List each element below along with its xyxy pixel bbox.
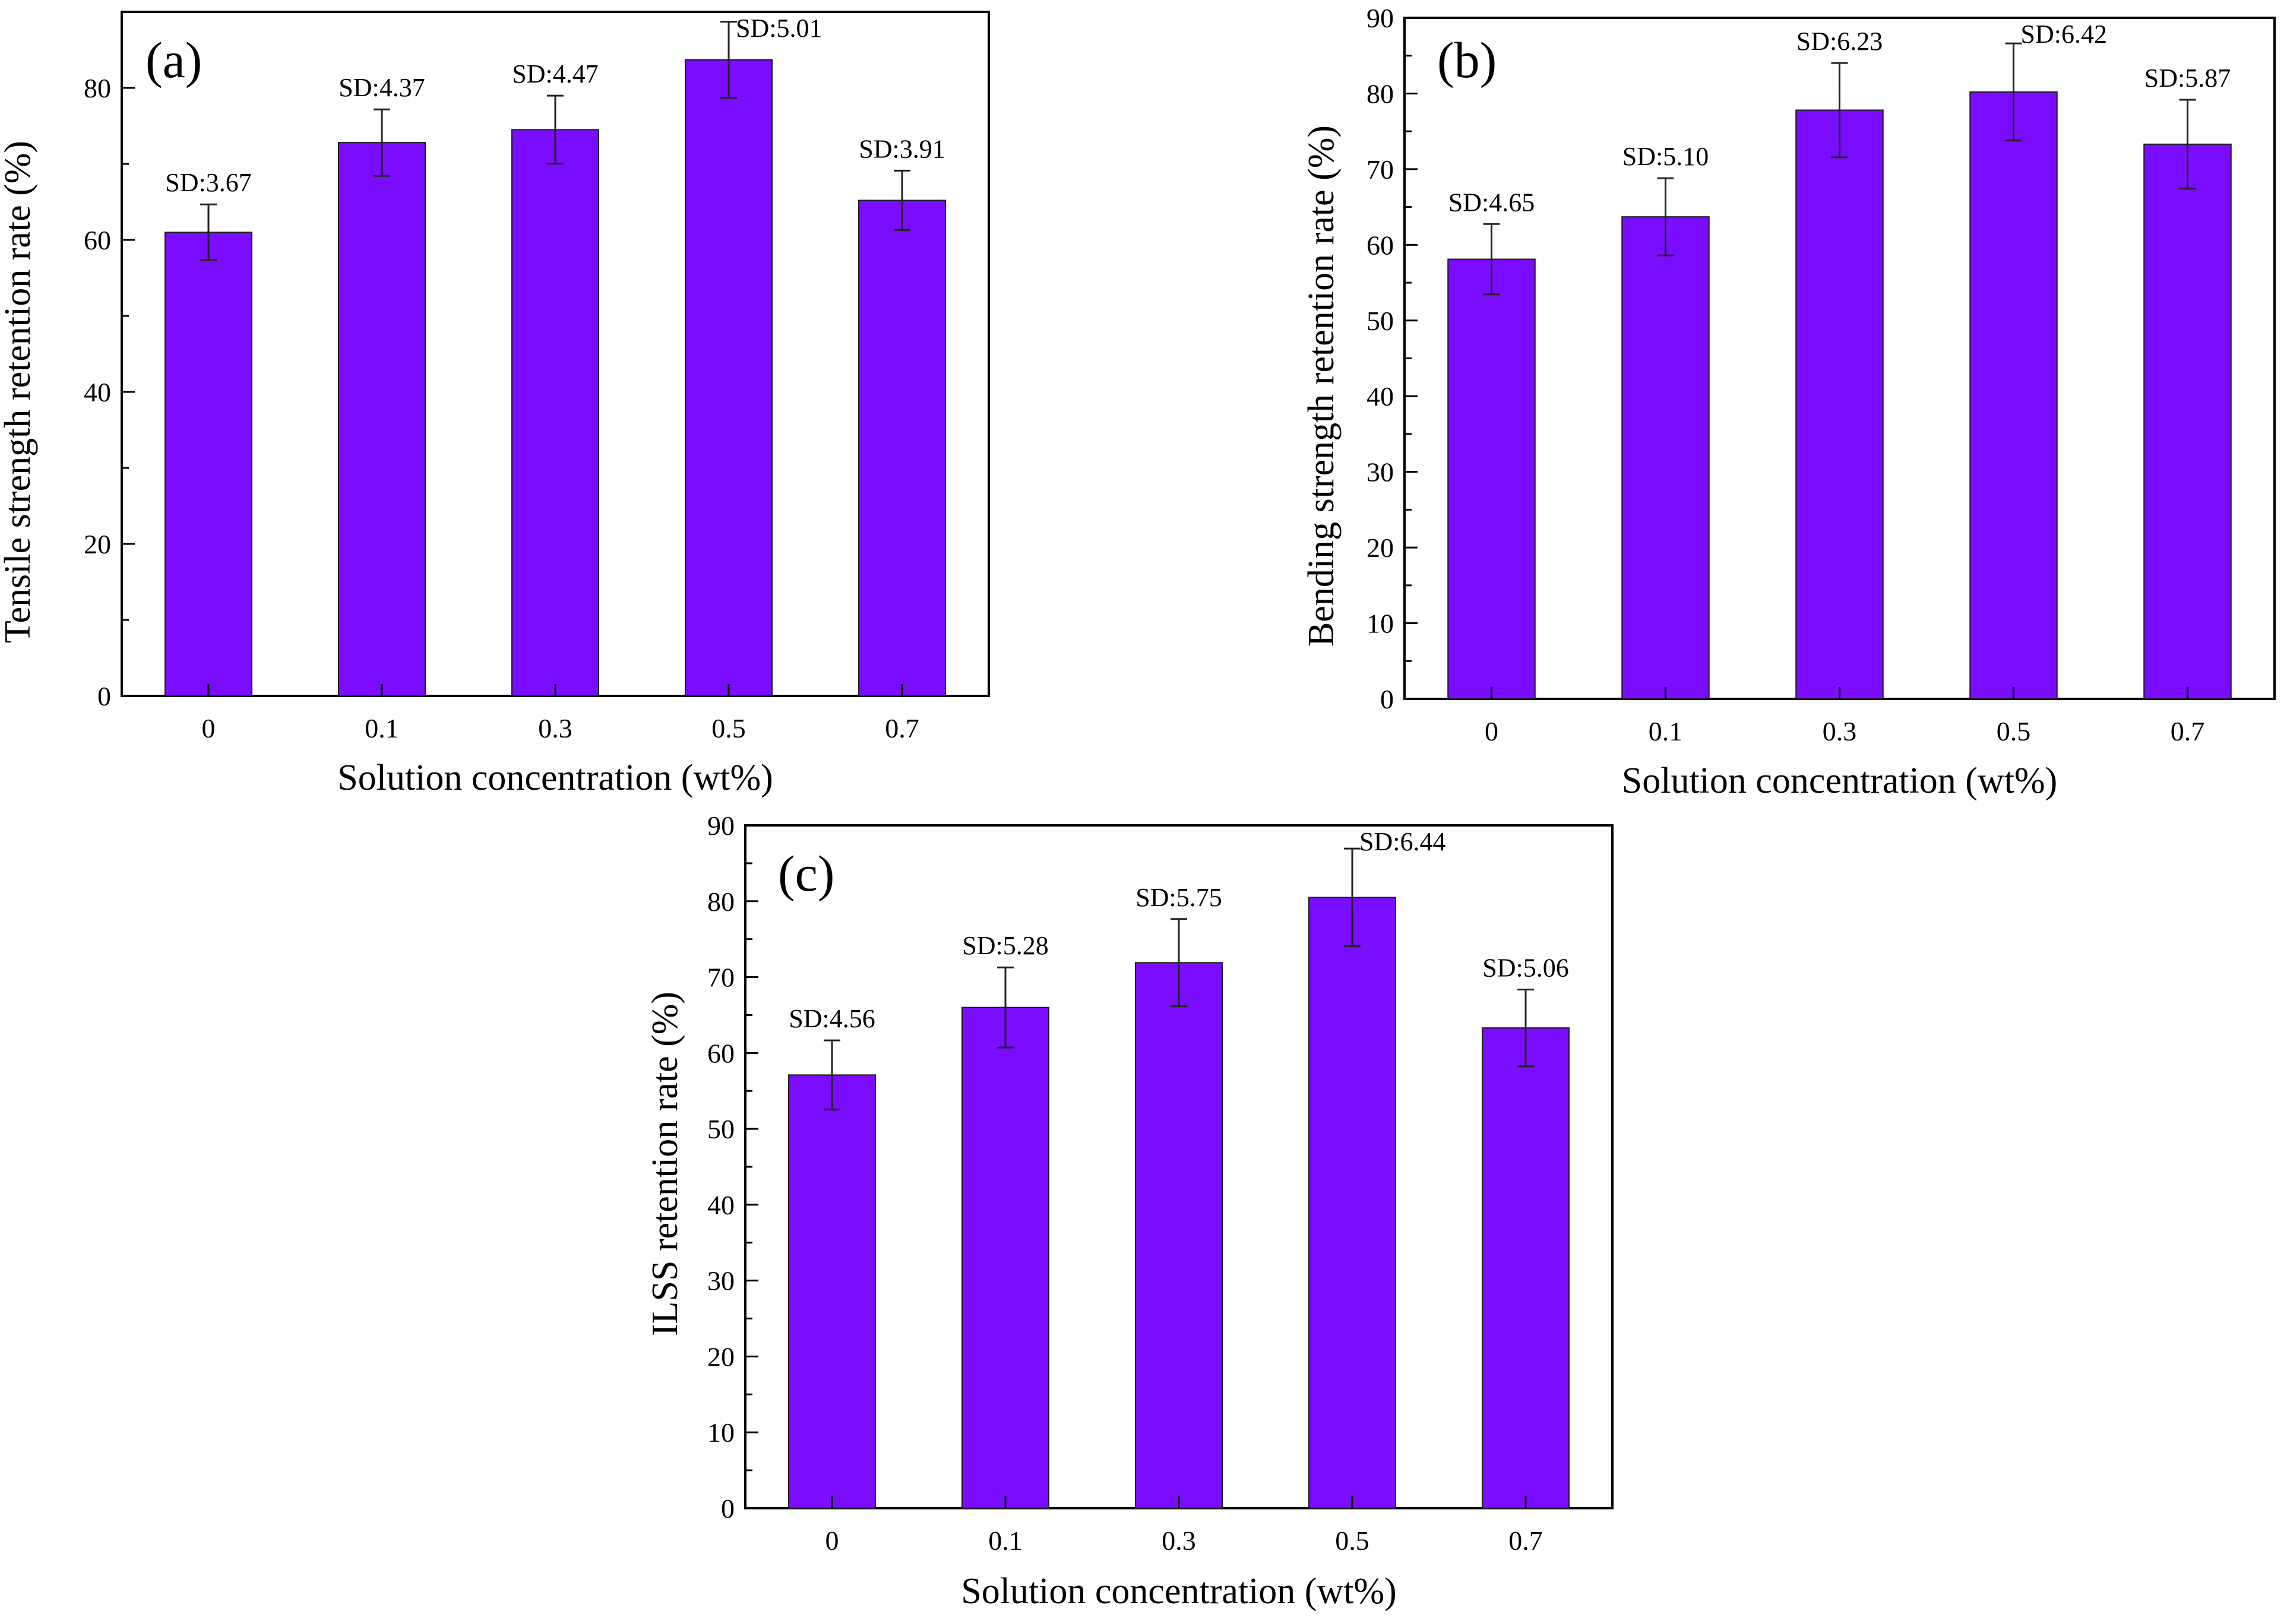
bar bbox=[1482, 1027, 1570, 1509]
x-tick-label: 0.3 bbox=[538, 713, 572, 743]
y-tick-label: 40 bbox=[84, 377, 111, 407]
panel-a-chart: 0 20 40 60 80 SD:3.67 0 SD:4.37 0.1 SD:4.47 0.3 SD:… bbox=[0, 11, 990, 798]
panel-label: (b) bbox=[1437, 31, 1497, 88]
x-tick-label: 0.1 bbox=[365, 713, 399, 743]
x-tick-label: 0 bbox=[825, 1525, 839, 1556]
x-tick-label: 0.5 bbox=[1997, 716, 2031, 746]
y-tick-label: 30 bbox=[1366, 457, 1394, 487]
panel-b-chart: 0 10 20 30 40 50 60 70 80 90 SD:4.65 0 SD:5.10 0.1 SD:… bbox=[1301, 3, 2276, 801]
y-tick-label: 0 bbox=[97, 681, 111, 711]
y-axis-title: Bending strength retention rate (%) bbox=[1301, 125, 1342, 647]
y-tick-label: 10 bbox=[707, 1417, 735, 1448]
sd-label: SD:5.75 bbox=[1135, 883, 1222, 912]
bar bbox=[338, 142, 426, 697]
y-tick-label: 80 bbox=[1366, 78, 1394, 109]
bar bbox=[1447, 258, 1536, 699]
y-tick-label: 90 bbox=[1366, 3, 1394, 33]
bar bbox=[511, 129, 599, 697]
sd-label: SD:4.56 bbox=[789, 1004, 875, 1033]
y-tick-label: 0 bbox=[1380, 684, 1394, 714]
panel-label: (c) bbox=[778, 845, 834, 902]
sd-label: SD:3.91 bbox=[859, 134, 945, 163]
y-tick-label: 40 bbox=[707, 1190, 735, 1220]
y-tick-label: 20 bbox=[707, 1341, 735, 1372]
x-tick-label: 0.3 bbox=[1823, 716, 1857, 746]
x-tick-label: 0.5 bbox=[1335, 1525, 1369, 1556]
sd-label: SD:6.23 bbox=[1796, 27, 1883, 56]
y-tick-label: 60 bbox=[84, 225, 111, 255]
sd-label: SD:5.10 bbox=[1622, 142, 1709, 171]
bar bbox=[1795, 109, 1884, 699]
bar bbox=[165, 232, 252, 697]
y-tick-label: 20 bbox=[84, 529, 111, 559]
panel-label: (a) bbox=[145, 31, 202, 88]
x-tick-label: 0.5 bbox=[711, 713, 746, 743]
panel-c-chart: 0 10 20 30 40 50 60 70 80 90 SD:4.56 0 SD:5.28 0.1 SD:… bbox=[645, 811, 1614, 1612]
y-tick-label: 20 bbox=[1366, 533, 1394, 563]
x-tick-label: 0.7 bbox=[1508, 1525, 1543, 1556]
bar bbox=[1135, 962, 1223, 1509]
x-tick-label: 0 bbox=[1485, 716, 1498, 746]
sd-label: SD:4.37 bbox=[339, 73, 425, 102]
bar bbox=[685, 59, 773, 697]
sd-label: SD:6.42 bbox=[2021, 20, 2107, 49]
sd-label: SD:5.87 bbox=[2144, 64, 2231, 93]
y-tick-label: 0 bbox=[721, 1493, 735, 1524]
y-tick-label: 10 bbox=[1366, 609, 1394, 639]
x-axis-title: Solution concentration (wt%) bbox=[961, 1571, 1397, 1612]
y-tick-label: 40 bbox=[1366, 381, 1394, 411]
sd-label: SD:3.67 bbox=[165, 168, 251, 197]
x-axis-title: Solution concentration (wt%) bbox=[337, 758, 773, 798]
sd-label: SD:4.65 bbox=[1448, 188, 1535, 217]
bar bbox=[788, 1074, 876, 1509]
x-tick-label: 0.3 bbox=[1162, 1525, 1196, 1556]
y-tick-label: 30 bbox=[707, 1266, 735, 1296]
x-tick-label: 0 bbox=[202, 713, 216, 743]
sd-label: SD:5.01 bbox=[736, 14, 822, 43]
y-tick-label: 60 bbox=[707, 1038, 735, 1068]
y-axis-title: ILSS retention rate (%) bbox=[645, 992, 685, 1336]
sd-label: SD:6.44 bbox=[1359, 827, 1445, 856]
bar bbox=[858, 200, 946, 697]
y-tick-label: 90 bbox=[707, 811, 735, 841]
y-tick-label: 70 bbox=[1366, 154, 1394, 185]
sd-label: SD:5.06 bbox=[1482, 954, 1568, 983]
x-axis-title: Solution concentration (wt%) bbox=[1622, 761, 2058, 801]
bar bbox=[2143, 143, 2232, 700]
y-tick-label: 60 bbox=[1366, 230, 1394, 260]
x-tick-label: 0.7 bbox=[2171, 716, 2205, 746]
bar bbox=[1969, 91, 2058, 699]
sd-label: SD:4.47 bbox=[512, 59, 598, 88]
y-tick-label: 80 bbox=[707, 887, 735, 917]
bar bbox=[1621, 216, 1710, 699]
bar bbox=[961, 1006, 1049, 1509]
y-tick-label: 70 bbox=[707, 963, 735, 993]
y-tick-label: 50 bbox=[707, 1114, 735, 1144]
x-tick-label: 0.7 bbox=[885, 713, 919, 743]
y-axis-title: Tensile strength retention rate (%) bbox=[0, 141, 38, 643]
sd-label: SD:5.28 bbox=[962, 931, 1048, 960]
x-tick-label: 0.1 bbox=[988, 1525, 1023, 1556]
x-tick-label: 0.1 bbox=[1649, 716, 1683, 746]
y-tick-label: 80 bbox=[84, 73, 111, 103]
bar bbox=[1308, 897, 1396, 1509]
y-tick-label: 50 bbox=[1366, 306, 1394, 336]
